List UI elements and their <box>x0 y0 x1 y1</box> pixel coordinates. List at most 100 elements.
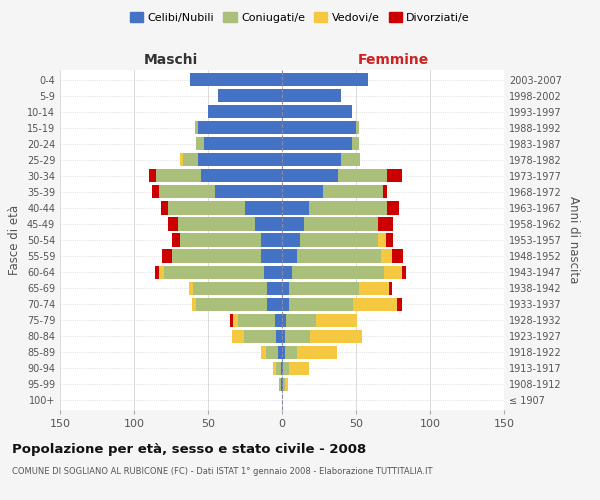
Bar <box>203 137 282 150</box>
Bar <box>261 234 282 246</box>
Bar <box>218 89 282 102</box>
Bar <box>300 234 378 246</box>
Bar <box>282 314 286 327</box>
Bar <box>183 153 197 166</box>
Bar <box>149 170 156 182</box>
Bar <box>352 137 359 150</box>
Bar <box>261 346 266 359</box>
Bar <box>215 186 282 198</box>
Bar <box>286 314 316 327</box>
Bar <box>281 378 282 391</box>
Bar <box>338 170 387 182</box>
Bar <box>178 218 256 230</box>
Bar <box>162 250 172 262</box>
Bar <box>285 330 310 343</box>
Bar <box>359 282 389 294</box>
Bar <box>397 298 402 310</box>
Bar <box>282 378 283 391</box>
Bar <box>230 314 233 327</box>
Bar <box>192 298 196 310</box>
Bar <box>387 170 402 182</box>
Bar <box>281 362 282 375</box>
Bar <box>386 234 393 246</box>
Bar <box>156 170 200 182</box>
Bar <box>155 266 159 278</box>
Bar <box>341 153 361 166</box>
Bar <box>189 282 193 294</box>
Bar <box>282 234 300 246</box>
Bar <box>283 362 289 375</box>
Bar <box>282 266 292 278</box>
Bar <box>180 234 261 246</box>
Bar <box>282 218 304 230</box>
Text: Maschi: Maschi <box>144 52 198 66</box>
Bar <box>384 266 402 278</box>
Bar <box>282 89 341 102</box>
Bar <box>285 346 297 359</box>
Y-axis label: Fasce di età: Fasce di età <box>8 205 21 275</box>
Bar <box>267 282 282 294</box>
Bar <box>383 186 387 198</box>
Bar <box>282 121 356 134</box>
Bar <box>297 250 381 262</box>
Bar <box>159 266 164 278</box>
Bar <box>261 250 282 262</box>
Bar <box>233 314 238 327</box>
Bar <box>289 298 353 310</box>
Bar <box>310 330 362 343</box>
Bar <box>245 202 282 214</box>
Bar <box>304 218 378 230</box>
Bar <box>276 330 282 343</box>
Text: Femmine: Femmine <box>358 52 428 66</box>
Y-axis label: Anni di nascita: Anni di nascita <box>567 196 580 284</box>
Bar <box>278 346 282 359</box>
Bar <box>282 170 338 182</box>
Bar <box>159 186 215 198</box>
Bar <box>180 153 183 166</box>
Bar <box>190 73 282 86</box>
Bar <box>282 137 352 150</box>
Bar <box>297 346 337 359</box>
Bar <box>282 186 323 198</box>
Bar <box>161 202 168 214</box>
Bar <box>197 121 282 134</box>
Bar <box>282 346 285 359</box>
Bar <box>168 202 245 214</box>
Bar <box>282 282 289 294</box>
Bar <box>316 314 358 327</box>
Bar <box>283 378 285 391</box>
Bar <box>289 282 359 294</box>
Bar <box>402 266 406 278</box>
Bar <box>196 137 203 150</box>
Bar <box>378 234 386 246</box>
Bar <box>392 250 403 262</box>
Bar <box>308 202 387 214</box>
Bar <box>152 186 159 198</box>
Bar <box>282 153 341 166</box>
Bar <box>244 330 276 343</box>
Bar <box>232 330 244 343</box>
Bar <box>164 266 264 278</box>
Bar <box>282 330 285 343</box>
Bar <box>381 250 392 262</box>
Bar <box>282 73 368 86</box>
Bar <box>282 202 308 214</box>
Bar <box>168 218 178 230</box>
Bar <box>275 314 282 327</box>
Bar <box>289 362 308 375</box>
Bar <box>267 298 282 310</box>
Bar <box>292 266 384 278</box>
Text: Popolazione per età, sesso e stato civile - 2008: Popolazione per età, sesso e stato civil… <box>12 442 366 456</box>
Bar <box>282 362 283 375</box>
Bar <box>353 298 397 310</box>
Bar <box>323 186 383 198</box>
Text: COMUNE DI SOGLIANO AL RUBICONE (FC) - Dati ISTAT 1° gennaio 2008 - Elaborazione : COMUNE DI SOGLIANO AL RUBICONE (FC) - Da… <box>12 468 433 476</box>
Bar <box>266 346 278 359</box>
Legend: Celibi/Nubili, Coniugati/e, Vedovi/e, Divorziati/e: Celibi/Nubili, Coniugati/e, Vedovi/e, Di… <box>125 8 475 28</box>
Bar <box>285 378 288 391</box>
Bar <box>356 121 359 134</box>
Bar <box>273 362 276 375</box>
Bar <box>193 282 267 294</box>
Bar <box>387 202 399 214</box>
Bar <box>197 153 282 166</box>
